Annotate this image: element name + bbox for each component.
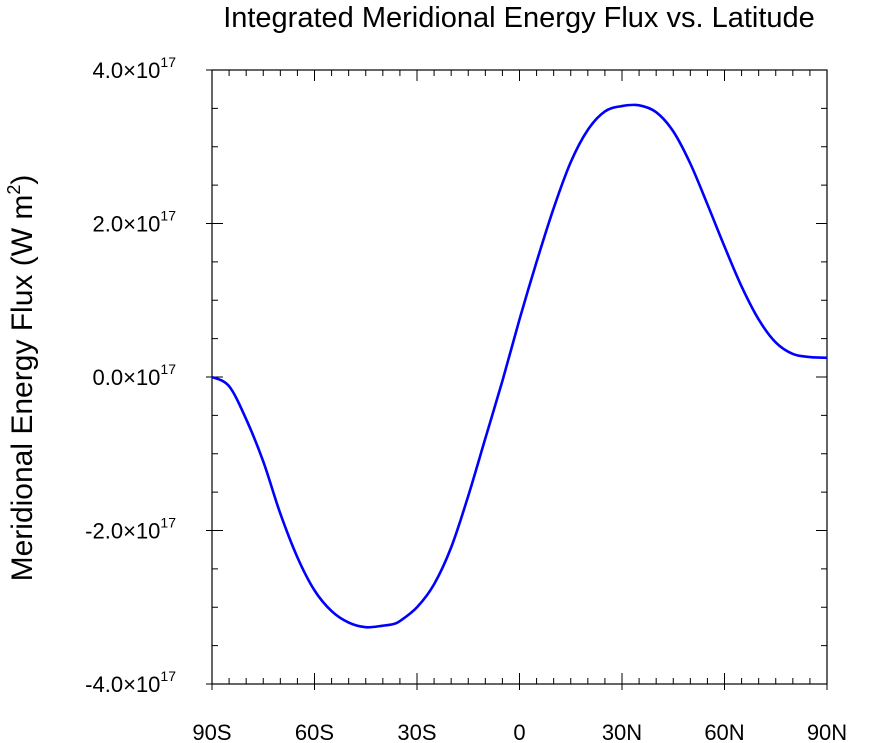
y-axis-label-close: ): [6, 175, 39, 185]
y-axis-label-text: Meridional Energy Flux (W m: [6, 195, 39, 582]
y-tick-label: 2.0×1017: [93, 208, 177, 237]
y-tick-label: -4.0×1017: [85, 668, 176, 697]
x-tick-label: 30S: [397, 720, 436, 743]
series-line: [211, 103, 828, 629]
plot-frame: [211, 69, 828, 685]
x-tick-label: 90N: [807, 720, 847, 743]
chart-title: Integrated Meridional Energy Flux vs. La…: [223, 2, 815, 34]
x-tick-label: 0: [513, 720, 525, 743]
x-tick-label: 90S: [192, 720, 231, 743]
x-tick-label: 60S: [295, 720, 334, 743]
y-tick-label: 4.0×1017: [93, 54, 177, 83]
axis-ticks: [206, 69, 828, 690]
y-axis-label-superscript: 2: [4, 185, 24, 195]
y-tick-label: 0.0×1017: [93, 361, 177, 390]
y-axis-label: Meridional Energy Flux (W m2): [4, 175, 39, 582]
axis-tick-labels: 90S 60S 30S 0 30N 60N 90N 4.0×1017 2.0×1017 0.0×1…: [85, 54, 847, 743]
x-tick-label: 30N: [602, 720, 642, 743]
x-tick-label: 60N: [704, 720, 744, 743]
y-tick-label: -2.0×1017: [85, 515, 176, 544]
